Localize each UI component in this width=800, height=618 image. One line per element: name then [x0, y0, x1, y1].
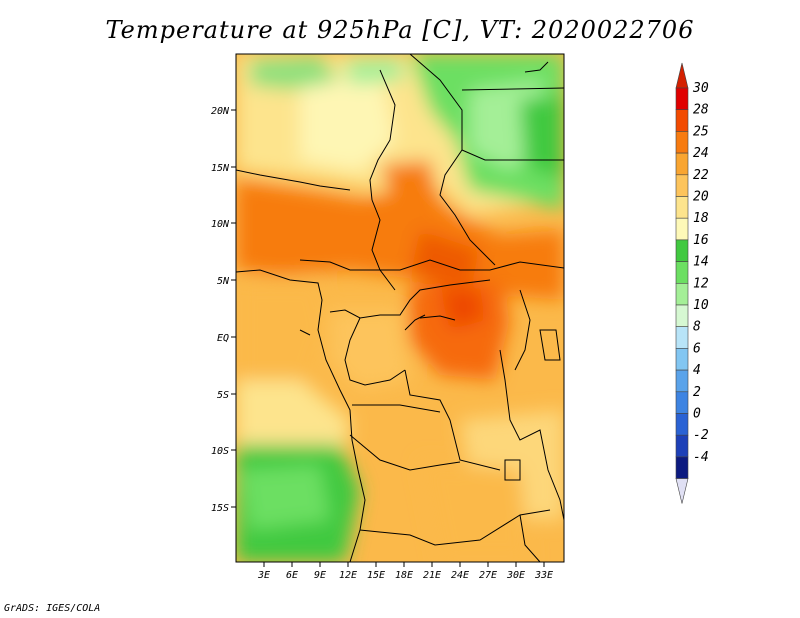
- colorbar-label: 22: [693, 168, 709, 183]
- colorbar-label: 4: [693, 363, 701, 378]
- lon-label: 33E: [534, 570, 553, 581]
- lat-label: EQ: [217, 333, 229, 344]
- lon-label: 6E: [286, 570, 298, 581]
- colorbar-label: 28: [693, 103, 709, 118]
- colorbar-swatch: [675, 152, 689, 176]
- colorbar-swatch: [675, 196, 689, 219]
- colorbar-swatch: [675, 348, 689, 371]
- lon-label: 18E: [395, 570, 413, 581]
- colorbar-label: 30: [692, 81, 709, 96]
- colorbar-label: -4: [693, 450, 709, 465]
- country-borders: [236, 54, 564, 562]
- colorbar-label: 0: [693, 407, 701, 422]
- colorbar-label: 16: [693, 233, 709, 248]
- lat-label: 10N: [211, 219, 230, 230]
- lon-label: 9E: [314, 570, 326, 581]
- colorbar-label: 20: [693, 190, 709, 205]
- grads-credit: GrADS: IGES/COLA: [4, 603, 101, 614]
- map-frame: [235, 53, 565, 563]
- lon-label: 24E: [451, 570, 469, 581]
- lat-label: 15S: [211, 503, 229, 514]
- colorbar-bottom-arrow: [675, 478, 689, 504]
- longitude-axis: 3E 6E 9E 12E 15E 18E 21E 24E 27E 30E 33E: [257, 562, 553, 581]
- colorbar-swatch: [675, 304, 689, 328]
- colorbar-swatch: [675, 109, 689, 132]
- colorbar-label: 18: [693, 211, 709, 226]
- colorbar-swatch: [675, 413, 689, 436]
- colorbar-label: 24: [693, 146, 709, 161]
- colorbar-swatch: [675, 456, 689, 479]
- colorbar-swatch: [675, 217, 689, 241]
- lon-label: 12E: [339, 570, 357, 581]
- colorbar-swatch: [675, 261, 689, 284]
- lon-label: 27E: [479, 570, 497, 581]
- colorbar-top-arrow: [675, 62, 689, 89]
- colorbar-swatch: [675, 434, 689, 458]
- colorbar-label: 8: [693, 320, 701, 335]
- colorbar-label: 2: [693, 385, 701, 400]
- lon-label: 3E: [257, 570, 270, 581]
- colorbar-swatch: [675, 174, 689, 197]
- colorbar-swatch: [675, 391, 689, 414]
- colorbar-label: 14: [693, 255, 709, 270]
- lat-label: 5N: [217, 276, 230, 287]
- colorbar-swatch: [675, 131, 689, 154]
- colorbar-label: -2: [693, 428, 709, 443]
- latitude-axis: 20N 15N 10N 5N EQ 5S 10S 15S: [211, 106, 236, 514]
- lon-label: 30E: [506, 570, 525, 581]
- colorbar-swatch: [675, 239, 689, 262]
- map-title: Temperature at 925hPa [C], VT: 202002270…: [105, 16, 695, 44]
- colorbar-label: 6: [693, 341, 701, 356]
- colorbar-swatch: [675, 326, 689, 349]
- colorbar-label: 12: [693, 276, 709, 291]
- colorbar-swatch: [675, 282, 689, 306]
- colorbar-label: 10: [693, 298, 709, 313]
- lat-label: 10S: [211, 446, 229, 457]
- lon-label: 15E: [367, 570, 385, 581]
- colorbar-label: 25: [693, 124, 709, 139]
- temperature-field: [236, 54, 564, 562]
- lat-label: 15N: [211, 163, 230, 174]
- lon-label: 21E: [423, 570, 441, 581]
- lat-label: 5S: [217, 390, 229, 401]
- colorbar-swatch: [675, 87, 689, 111]
- lat-label: 20N: [211, 106, 230, 117]
- colorbar-swatch: [675, 369, 689, 393]
